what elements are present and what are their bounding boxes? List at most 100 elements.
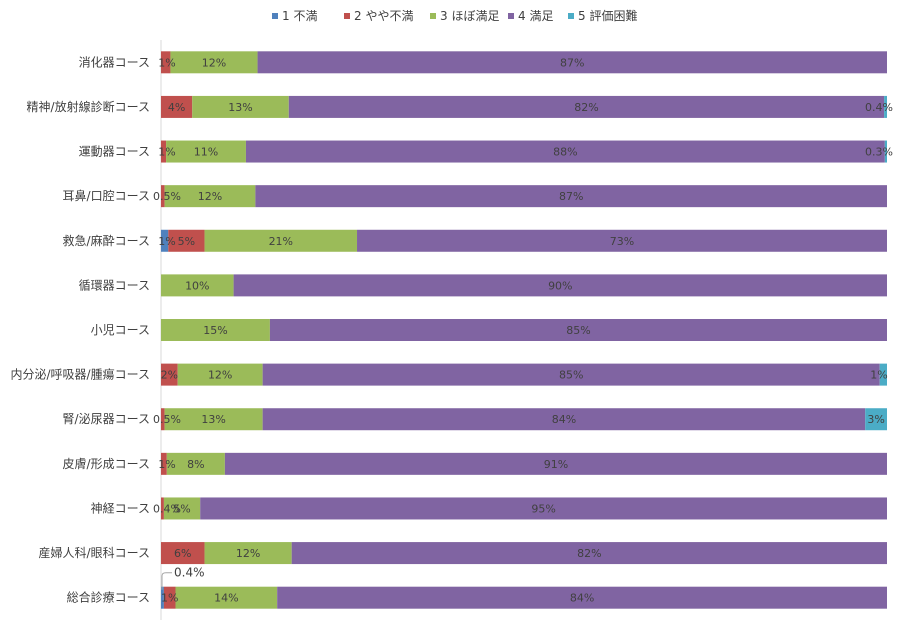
category-label: 救急/麻酔コース	[63, 233, 150, 248]
bar-segment	[200, 497, 888, 520]
data-label: 4%	[168, 101, 185, 114]
bar-segment	[161, 140, 167, 163]
bar-segment	[357, 229, 887, 252]
bar-segment	[192, 95, 289, 118]
data-label: 14%	[214, 592, 238, 605]
bar-segment	[865, 408, 887, 431]
bar-segment	[166, 140, 246, 163]
bar-segment	[161, 542, 205, 565]
bar-segment	[164, 408, 263, 431]
data-label: 0.4%	[153, 502, 181, 515]
bar-segment	[269, 319, 887, 341]
bar-segment	[204, 542, 292, 565]
bar-segment	[233, 274, 888, 297]
data-label: 85%	[559, 369, 583, 382]
bar-segment	[161, 363, 178, 386]
legend-swatch-5	[568, 13, 574, 19]
data-label: 1%	[158, 235, 175, 248]
bar-segment	[161, 452, 167, 475]
bar-segment	[204, 229, 358, 252]
category-label: 循環器コース	[79, 278, 150, 292]
legend-label-4: 4 満足	[518, 9, 553, 23]
bar-segment	[884, 95, 887, 118]
legend-swatch-2	[344, 13, 350, 19]
legend-label-1: 1 不満	[282, 9, 317, 23]
category-label: 腎/泌尿器コース	[63, 412, 150, 426]
data-label: 82%	[574, 101, 598, 114]
bar-segment	[161, 586, 164, 609]
data-label: 87%	[559, 190, 583, 203]
bar-segment	[884, 140, 887, 163]
data-label: 90%	[548, 279, 572, 292]
category-label: 運動器コース	[79, 145, 150, 159]
data-label: 84%	[552, 413, 576, 426]
data-label: 12%	[202, 56, 226, 69]
legend-swatch-4	[508, 13, 514, 19]
data-label: 15%	[203, 324, 227, 337]
bar-segment	[291, 542, 887, 565]
legend-swatch-1	[272, 13, 278, 19]
category-label: 内分泌/呼吸器/腫瘍コース	[11, 367, 151, 382]
data-label: 1%	[158, 146, 175, 159]
category-label: 消化器コース	[79, 55, 150, 69]
bar-segment	[161, 185, 165, 208]
data-label: 6%	[174, 547, 191, 560]
bar-segment	[262, 408, 866, 431]
bar-segment	[175, 586, 278, 609]
category-label: 皮膚/形成コース	[63, 456, 150, 471]
legend-label-3: 3 ほぼ満足	[440, 9, 499, 23]
bars	[161, 51, 888, 609]
data-label: 13%	[201, 413, 225, 426]
category-label: 精神/放射線診断コース	[27, 99, 150, 114]
category-label: 小児コース	[91, 323, 150, 337]
data-label: 91%	[544, 458, 568, 471]
category-label: 神経コース	[91, 501, 150, 515]
data-label: 1%	[161, 592, 178, 605]
data-label: 21%	[269, 235, 293, 248]
category-labels: 消化器コース精神/放射線診断コース運動器コース耳鼻/口腔コース救急/麻酔コース循…	[11, 55, 151, 604]
bar-segment	[262, 363, 880, 386]
bar-segment	[245, 140, 885, 163]
bar-segment	[161, 274, 234, 297]
data-label: 95%	[531, 502, 555, 515]
bar-segment	[161, 51, 171, 74]
data-label: 12%	[208, 369, 232, 382]
bar-segment	[288, 95, 885, 118]
bar-segment	[164, 185, 256, 208]
category-label: 耳鼻/口腔コース	[63, 188, 150, 203]
data-label: 82%	[577, 547, 601, 560]
data-label: 12%	[198, 190, 222, 203]
bar-segment	[255, 185, 887, 208]
legend: 1 不満 2 やや不満 3 ほぼ満足 4 満足 5 評価困難	[272, 8, 637, 23]
bar-segment	[163, 497, 201, 520]
bar-segment	[168, 229, 205, 252]
value-labels: 1% 12% 87% 4% 13% 82% 0.4% 1% 11% 88% 0.3% 0.5% 12% 8…	[153, 56, 893, 604]
data-label: 87%	[560, 56, 584, 69]
data-label: 1%	[158, 56, 175, 69]
data-label: 3%	[867, 413, 884, 426]
data-label: 10%	[185, 279, 209, 292]
data-label: 2%	[161, 369, 178, 382]
bar-segment	[161, 319, 270, 341]
leader-line	[161, 572, 172, 590]
data-label: 0.5%	[153, 413, 181, 426]
data-label-external: 0.4%	[174, 566, 205, 580]
data-label: 0.5%	[153, 190, 181, 203]
bar-segment	[161, 408, 165, 431]
data-label: 13%	[228, 101, 252, 114]
data-label: 0.4%	[865, 101, 893, 114]
data-label: 5%	[178, 235, 195, 248]
bar-segment	[277, 586, 887, 609]
bar-segment	[161, 229, 169, 252]
bar-segment	[161, 497, 164, 520]
bar-segment	[224, 452, 887, 475]
bar-segment	[161, 95, 193, 118]
data-label: 88%	[553, 146, 577, 159]
data-label: 73%	[610, 235, 634, 248]
bar-segment	[177, 363, 263, 386]
bar-segment	[257, 51, 888, 74]
data-label: 0.3%	[865, 146, 893, 159]
data-label: 84%	[570, 592, 594, 605]
data-label: 85%	[566, 324, 590, 337]
